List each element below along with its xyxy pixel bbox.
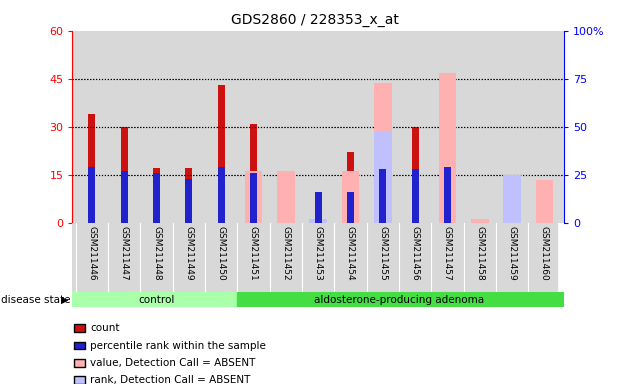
Text: GSM211458: GSM211458 <box>475 226 484 281</box>
Bar <box>309 219 327 223</box>
Bar <box>309 219 327 223</box>
Bar <box>88 114 95 223</box>
Bar <box>88 167 95 223</box>
Text: count: count <box>90 323 120 333</box>
Text: GSM211447: GSM211447 <box>120 226 129 281</box>
Text: GSM211455: GSM211455 <box>378 226 387 281</box>
Text: rank, Detection Call = ABSENT: rank, Detection Call = ABSENT <box>90 375 251 384</box>
Text: percentile rank within the sample: percentile rank within the sample <box>90 341 266 351</box>
Text: GSM211459: GSM211459 <box>508 226 517 281</box>
Bar <box>411 169 419 223</box>
Text: GDS2860 / 228353_x_at: GDS2860 / 228353_x_at <box>231 13 399 27</box>
Bar <box>72 292 238 307</box>
Bar <box>503 175 521 223</box>
Bar <box>374 83 392 223</box>
Text: disease state: disease state <box>1 295 71 305</box>
Bar <box>153 173 160 223</box>
Text: value, Detection Call = ABSENT: value, Detection Call = ABSENT <box>90 358 256 368</box>
Bar <box>347 152 354 223</box>
Bar <box>120 127 128 223</box>
Text: aldosterone-producing adenoma: aldosterone-producing adenoma <box>314 295 484 305</box>
Bar <box>411 127 419 223</box>
Bar <box>536 180 553 223</box>
Bar <box>314 192 322 223</box>
Bar <box>217 167 225 223</box>
Bar <box>347 192 354 223</box>
Text: GSM211453: GSM211453 <box>314 226 323 281</box>
Text: GSM211460: GSM211460 <box>540 226 549 281</box>
Bar <box>244 171 262 223</box>
Bar <box>503 175 521 223</box>
Bar <box>250 124 257 223</box>
Bar <box>444 167 451 223</box>
Text: GSM211452: GSM211452 <box>282 226 290 281</box>
Text: GSM211451: GSM211451 <box>249 226 258 281</box>
Bar <box>185 179 192 223</box>
Bar <box>341 171 359 223</box>
Bar <box>185 168 192 223</box>
Bar <box>238 292 564 307</box>
Bar <box>153 168 160 223</box>
Bar <box>379 169 386 223</box>
Text: GSM211457: GSM211457 <box>443 226 452 281</box>
Bar <box>250 173 257 223</box>
Bar <box>471 219 489 223</box>
Text: ▶: ▶ <box>61 295 69 305</box>
Bar <box>217 85 225 223</box>
Bar <box>277 171 295 223</box>
Bar <box>438 73 456 223</box>
Text: GSM211456: GSM211456 <box>411 226 420 281</box>
Text: GSM211450: GSM211450 <box>217 226 226 281</box>
Text: GSM211446: GSM211446 <box>88 226 96 281</box>
Text: GSM211448: GSM211448 <box>152 226 161 281</box>
Bar <box>374 131 392 223</box>
Text: GSM211449: GSM211449 <box>185 226 193 281</box>
Bar <box>120 171 128 223</box>
Text: GSM211454: GSM211454 <box>346 226 355 281</box>
Text: control: control <box>139 295 175 305</box>
